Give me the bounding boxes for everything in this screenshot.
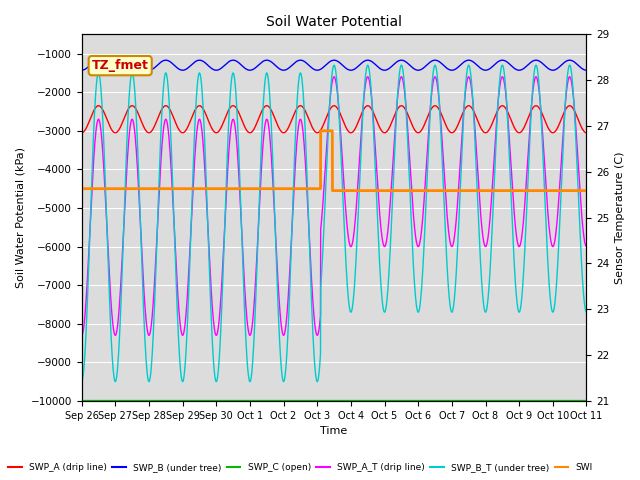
- Y-axis label: Sensor Temperature (C): Sensor Temperature (C): [615, 151, 625, 284]
- Text: TZ_fmet: TZ_fmet: [92, 59, 148, 72]
- Y-axis label: Soil Water Potential (kPa): Soil Water Potential (kPa): [15, 147, 25, 288]
- Legend: SWP_A (drip line), SWP_B (under tree), SWP_C (open), SWP_A_T (drip line), SWP_B_: SWP_A (drip line), SWP_B (under tree), S…: [4, 459, 596, 476]
- Title: Soil Water Potential: Soil Water Potential: [266, 15, 402, 29]
- X-axis label: Time: Time: [321, 426, 348, 436]
